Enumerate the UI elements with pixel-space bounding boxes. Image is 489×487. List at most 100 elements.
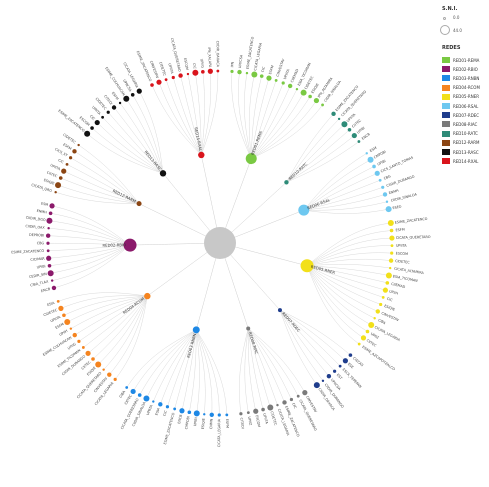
leaf-node[interactable] xyxy=(72,149,77,154)
leaf-node[interactable] xyxy=(321,103,324,107)
leaf-node[interactable] xyxy=(125,386,129,389)
leaf-node[interactable] xyxy=(95,361,102,368)
leaf-node[interactable] xyxy=(55,182,62,189)
leaf-node[interactable] xyxy=(313,97,320,104)
leaf-node[interactable] xyxy=(388,266,392,270)
leaf-node[interactable] xyxy=(47,270,54,277)
leaf-node[interactable] xyxy=(48,211,53,216)
leaf-node[interactable] xyxy=(193,410,200,417)
branch-node[interactable] xyxy=(284,180,289,185)
leaf-node[interactable] xyxy=(367,156,374,163)
leaf-node[interactable] xyxy=(179,408,185,414)
leaf-node[interactable] xyxy=(296,394,300,398)
leaf-node[interactable] xyxy=(65,162,69,166)
leaf-node[interactable] xyxy=(46,255,52,261)
branch-node[interactable] xyxy=(198,151,205,159)
leaf-node[interactable] xyxy=(230,69,234,74)
leaf-node[interactable] xyxy=(351,132,357,139)
leaf-node[interactable] xyxy=(152,400,155,403)
leaf-node[interactable] xyxy=(118,101,122,105)
leaf-node[interactable] xyxy=(91,357,95,361)
leaf-node[interactable] xyxy=(333,369,337,373)
leaf-node[interactable] xyxy=(385,272,392,279)
leaf-node[interactable] xyxy=(382,287,389,293)
leaf-node[interactable] xyxy=(373,317,376,320)
leaf-node[interactable] xyxy=(187,410,192,415)
leaf-node[interactable] xyxy=(382,192,388,197)
leaf-node[interactable] xyxy=(287,83,293,89)
leaf-node[interactable] xyxy=(387,220,394,227)
leaf-node[interactable] xyxy=(282,400,287,405)
leaf-node[interactable] xyxy=(186,72,190,76)
leaf-node[interactable] xyxy=(357,140,361,143)
branch-node[interactable] xyxy=(300,259,314,273)
branch-node[interactable] xyxy=(123,238,137,252)
leaf-node[interactable] xyxy=(267,404,274,411)
leaf-node[interactable] xyxy=(347,127,352,132)
leaf-node[interactable] xyxy=(156,79,162,85)
branch-node[interactable] xyxy=(136,201,142,207)
leaf-node[interactable] xyxy=(357,342,361,346)
leaf-node[interactable] xyxy=(308,94,312,99)
leaf-node[interactable] xyxy=(217,413,221,417)
leaf-node[interactable] xyxy=(385,281,390,285)
leaf-node[interactable] xyxy=(85,350,91,356)
leaf-node[interactable] xyxy=(237,69,242,75)
leaf-node[interactable] xyxy=(321,379,325,382)
leaf-node[interactable] xyxy=(342,358,348,364)
leaf-node[interactable] xyxy=(50,279,54,282)
leaf-node[interactable] xyxy=(266,75,272,81)
leaf-node[interactable] xyxy=(171,75,175,80)
leaf-node[interactable] xyxy=(389,235,395,241)
leaf-node[interactable] xyxy=(251,71,258,78)
leaf-node[interactable] xyxy=(302,390,308,396)
leaf-node[interactable] xyxy=(58,176,63,180)
leaf-node[interactable] xyxy=(300,89,307,96)
leaf-node[interactable] xyxy=(101,115,105,119)
leaf-node[interactable] xyxy=(385,200,389,203)
leaf-node[interactable] xyxy=(164,78,168,82)
leaf-node[interactable] xyxy=(54,191,57,194)
leaf-node[interactable] xyxy=(113,377,117,381)
branch-node[interactable] xyxy=(277,308,282,313)
leaf-node[interactable] xyxy=(173,407,177,411)
leaf-node[interactable] xyxy=(84,130,91,137)
leaf-node[interactable] xyxy=(46,249,50,253)
leaf-node[interactable] xyxy=(365,152,368,155)
leaf-node[interactable] xyxy=(281,81,285,85)
leaf-node[interactable] xyxy=(123,95,130,102)
leaf-node[interactable] xyxy=(201,70,205,74)
leaf-node[interactable] xyxy=(388,258,394,263)
leaf-node[interactable] xyxy=(378,178,382,182)
leaf-node[interactable] xyxy=(56,299,60,303)
leaf-node[interactable] xyxy=(390,244,394,247)
leaf-node[interactable] xyxy=(368,321,375,328)
leaf-node[interactable] xyxy=(389,228,394,233)
leaf-node[interactable] xyxy=(47,263,52,268)
leaf-node[interactable] xyxy=(64,319,71,326)
leaf-node[interactable] xyxy=(209,412,214,418)
leaf-node[interactable] xyxy=(130,388,136,395)
leaf-node[interactable] xyxy=(326,373,332,379)
leaf-node[interactable] xyxy=(165,405,170,409)
leaf-node[interactable] xyxy=(111,105,117,110)
leaf-node[interactable] xyxy=(150,83,154,87)
leaf-node[interactable] xyxy=(90,126,94,130)
leaf-node[interactable] xyxy=(81,346,85,349)
leaf-node[interactable] xyxy=(365,329,370,334)
leaf-node[interactable] xyxy=(225,413,229,417)
leaf-node[interactable] xyxy=(130,92,135,97)
leaf-node[interactable] xyxy=(51,285,57,291)
leaf-node[interactable] xyxy=(374,170,380,176)
branch-node[interactable] xyxy=(298,204,310,216)
leaf-node[interactable] xyxy=(192,69,199,76)
leaf-node[interactable] xyxy=(253,408,259,414)
leaf-node[interactable] xyxy=(62,313,66,318)
leaf-node[interactable] xyxy=(390,251,394,255)
leaf-node[interactable] xyxy=(341,121,348,128)
leaf-node[interactable] xyxy=(276,403,279,407)
leaf-node[interactable] xyxy=(69,156,73,160)
leaf-node[interactable] xyxy=(313,382,320,389)
leaf-node[interactable] xyxy=(245,71,249,75)
branch-node[interactable] xyxy=(246,326,251,331)
